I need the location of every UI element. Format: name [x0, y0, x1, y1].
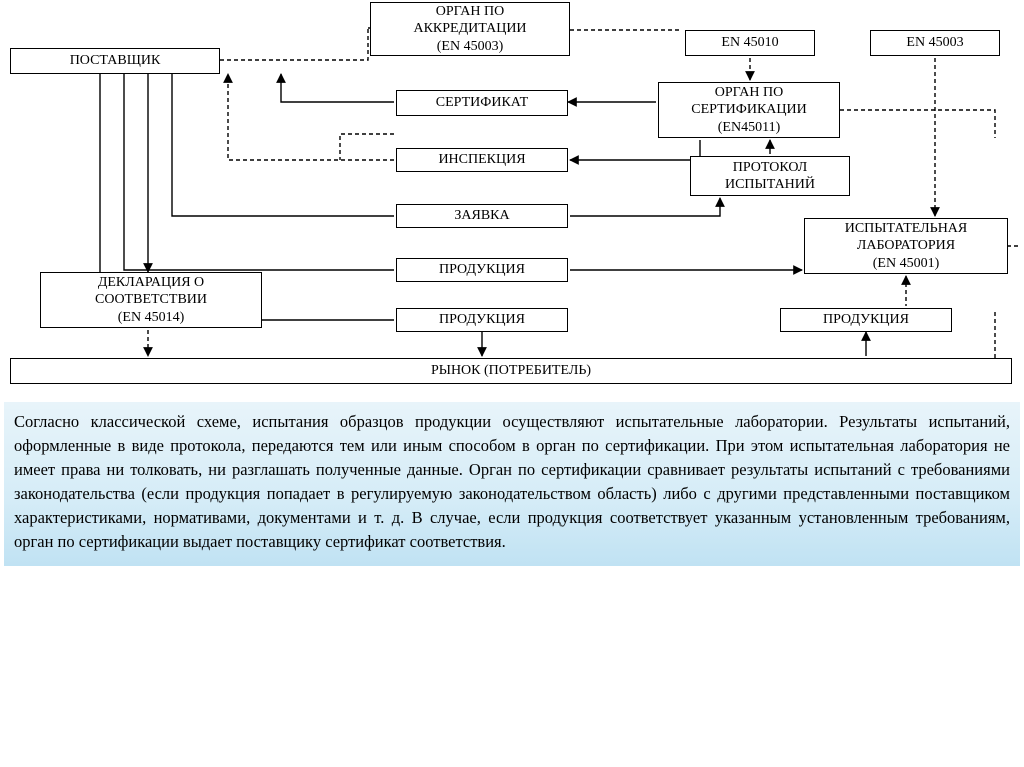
edge-5	[281, 74, 394, 102]
node-product1: ПРОДУКЦИЯ	[396, 258, 568, 282]
node-declaration: ДЕКЛАРАЦИЯ ОСООТВЕТСТВИИ(EN 45014)	[40, 272, 262, 328]
edge-19	[840, 110, 995, 138]
node-inspection: ИНСПЕКЦИЯ	[396, 148, 568, 172]
node-protocol: ПРОТОКОЛИСПЫТАНИЙ	[690, 156, 850, 196]
edge-9	[570, 198, 720, 216]
edge-13	[124, 74, 394, 270]
edge-7	[228, 74, 394, 160]
flowchart-canvas: ПОСТАВЩИК ОРГАН ПОАККРЕДИТАЦИИ(EN 45003) E…	[0, 0, 1024, 400]
node-en45003: EN 45003	[870, 30, 1000, 56]
node-certificate: СЕРТИФИКАТ	[396, 90, 568, 116]
edge-10	[172, 74, 394, 216]
node-request: ЗАЯВКА	[396, 204, 568, 228]
node-market: РЫНОК (ПОТРЕБИТЕЛЬ)	[10, 358, 1012, 384]
node-en45010: EN 45010	[685, 30, 815, 56]
node-supplier: ПОСТАВЩИК	[10, 48, 220, 74]
description-paragraph: Согласно классической схеме, испытания о…	[4, 402, 1020, 566]
node-product2: ПРОДУКЦИЯ	[396, 308, 568, 332]
node-accred: ОРГАН ПОАККРЕДИТАЦИИ(EN 45003)	[370, 2, 570, 56]
edge-22	[340, 134, 394, 160]
edge-6	[570, 140, 700, 160]
node-product3: ПРОДУКЦИЯ	[780, 308, 952, 332]
edge-3	[220, 28, 370, 60]
node-lab: ИСПЫТАТЕЛЬНАЯЛАБОРАТОРИЯ(EN 45001)	[804, 218, 1008, 274]
node-certbody: ОРГАН ПОСЕРТИФИКАЦИИ(EN45011)	[658, 82, 840, 138]
